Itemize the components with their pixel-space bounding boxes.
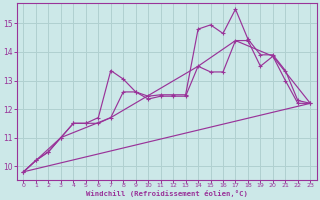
X-axis label: Windchill (Refroidissement éolien,°C): Windchill (Refroidissement éolien,°C) [86,190,248,197]
